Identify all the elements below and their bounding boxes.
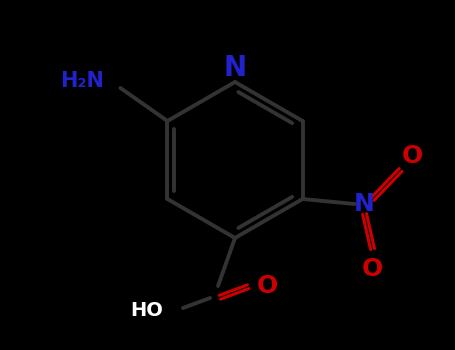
Text: O: O	[402, 144, 423, 168]
Text: O: O	[362, 257, 383, 281]
Text: N: N	[223, 54, 247, 82]
Text: N: N	[354, 192, 375, 216]
Text: HO: HO	[130, 301, 163, 320]
Text: O: O	[256, 274, 278, 298]
Text: H₂N: H₂N	[61, 71, 105, 91]
